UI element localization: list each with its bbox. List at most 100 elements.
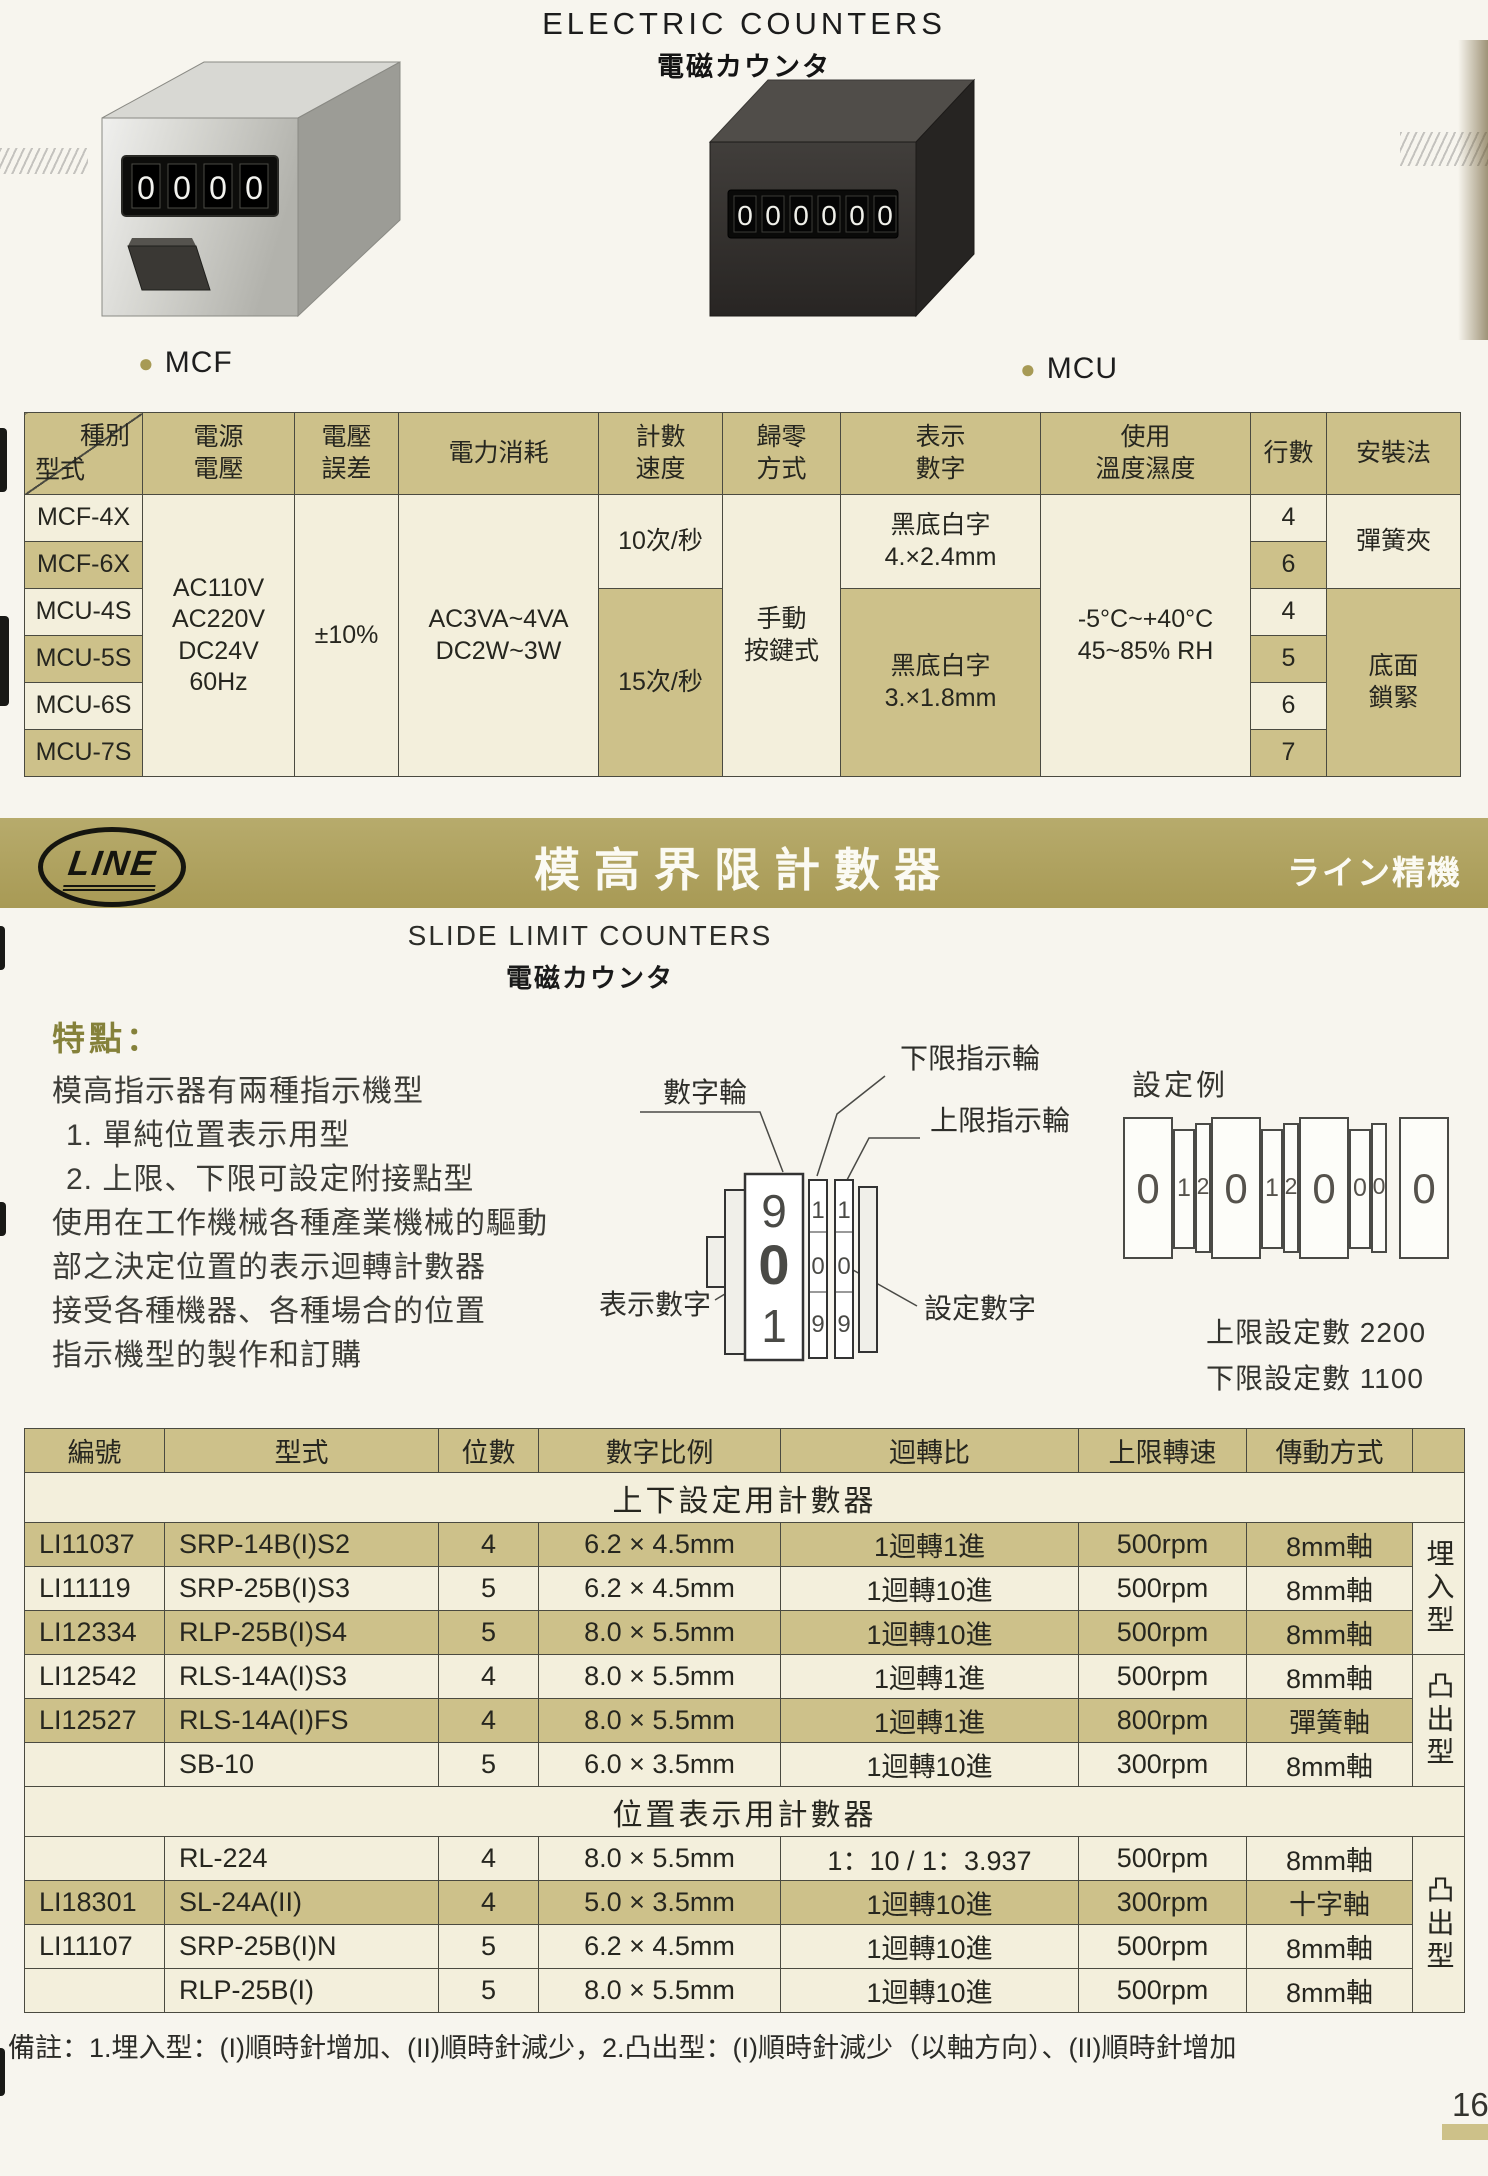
spec-header: 電力消耗 (398, 412, 599, 495)
small-wheel-digit: 0 (837, 1253, 850, 1280)
spec-model-cell: MCF-6X (24, 541, 143, 589)
product-photo-mcf: 0 0 0 0 (101, 61, 401, 318)
ctr-speed: 500rpm (1078, 1654, 1247, 1699)
ctr-speed: 500rpm (1078, 1610, 1247, 1655)
ctr-rotation: 1迴轉10進 (780, 1610, 1079, 1655)
ctr-digits: 5 (438, 1566, 539, 1611)
mcf-digit: 0 (209, 170, 227, 206)
setting-wheel-digit: 0 (1412, 1165, 1435, 1212)
ctr-ratio: 6.2 × 4.5mm (538, 1522, 781, 1567)
setting-wheel-digit: 1 (1177, 1174, 1191, 1202)
diagram-label-display-digits: 表示數字 (599, 1289, 711, 1320)
ctr-rotation: 1迴轉10進 (780, 1968, 1079, 2013)
subtitle-en: SLIDE LIMIT COUNTERS (407, 920, 773, 951)
setting-wheel-digit: 0 (1353, 1174, 1367, 1202)
ctr-ratio: 6.2 × 4.5mm (538, 1924, 781, 1969)
features-block: 特點： 模高指示器有兩種指示機型 1. 單純位置表示用型 2. 上限、下限可設定… (52, 1012, 652, 1378)
ctr-rotation: 1迴轉10進 (780, 1924, 1079, 1969)
features-heading: 特點： (52, 1020, 163, 1057)
ctr-ratio: 8.0 × 5.5mm (538, 1654, 781, 1699)
spec-speed-cell: 10次/秒 (598, 494, 723, 589)
scan-edge-mark (0, 428, 7, 492)
setting-wheels: 0 1 2 0 1 2 0 0 0 0 (1123, 1117, 1449, 1259)
ctr-rotation: 1迴轉10進 (780, 1742, 1079, 1787)
setting-wheel-digit: 0 (1136, 1165, 1159, 1212)
setting-wheel-digit: 2 (1285, 1173, 1298, 1199)
ctr-no: LI12542 (24, 1654, 165, 1699)
ctr-ratio: 5.0 × 3.5mm (538, 1880, 781, 1925)
ctr-model: SL-24A(II) (164, 1880, 439, 1925)
spec-table: 種別 型式 電源 電壓 電壓 誤差 電力消耗 計數 速度 歸零 方式 表示 數字… (24, 412, 1461, 777)
upper-limit-text: 上限設定數 2200 (1206, 1317, 1427, 1348)
ctr-header: 數字比例 (538, 1428, 781, 1473)
spec-header: 電源 電壓 (142, 412, 295, 495)
small-wheel-digit: 9 (811, 1311, 824, 1338)
ctr-model: RLP-25B(I)S4 (164, 1610, 439, 1655)
ctr-type-protruding: 凸出型 (1412, 1836, 1465, 2013)
main-wheel-digit: 0 (758, 1233, 789, 1296)
scan-edge-mark (0, 1202, 6, 1236)
corner-label-model: 型式 (35, 455, 86, 484)
corner-label-type: 種別 (79, 422, 130, 450)
spec-header: 表示 數字 (840, 412, 1041, 495)
main-wheel-digit: 9 (761, 1185, 787, 1237)
spec-digits-cell: 4 (1250, 494, 1327, 542)
section-banner: LINE 模高界限計數器 ライン精機 (0, 818, 1488, 908)
page-title-en: ELECTRIC COUNTERS (542, 6, 946, 41)
page-header: ELECTRIC COUNTERS 電磁カウンタ (0, 6, 1488, 84)
ctr-digits: 4 (438, 1522, 539, 1567)
page-footer-bar (1442, 2124, 1488, 2140)
mcu-digit: 0 (877, 200, 893, 231)
ctr-no (24, 1836, 165, 1881)
feature-line: 接受各種機器、各種場合的位置 (52, 1295, 486, 1328)
spec-digits-cell: 7 (1250, 729, 1327, 777)
ctr-type-protruding: 凸出型 (1412, 1654, 1465, 1787)
feature-line: 使用在工作機械各種產業機械的驅動 (52, 1207, 548, 1240)
ctr-model: RLS-14A(I)S3 (164, 1654, 439, 1699)
lower-limit-text: 下限設定數 1100 (1206, 1363, 1424, 1394)
setting-wheel-digit: 1 (1265, 1174, 1279, 1202)
bullet-icon: ● (138, 348, 155, 378)
ctr-header: 編號 (24, 1428, 165, 1473)
counter-table: 編號 型式 位數 數字比例 迴轉比 上限轉速 傳動方式 上下設定用計數器 LI1… (24, 1428, 1465, 2013)
ctr-no (24, 1968, 165, 2013)
scan-photo-edge (1458, 40, 1488, 340)
ctr-speed: 300rpm (1078, 1880, 1247, 1925)
small-wheel-digit: 0 (811, 1253, 824, 1280)
small-wheel-digit: 9 (837, 1311, 850, 1338)
mcu-label-text: MCU (1046, 352, 1119, 385)
ctr-drive: 彈簧軸 (1246, 1698, 1413, 1743)
spec-model-cell: MCU-6S (24, 682, 143, 730)
ctr-model: RL-224 (164, 1836, 439, 1881)
ctr-ratio: 8.0 × 5.5mm (538, 1836, 781, 1881)
upper-limit-wheel-shape (834, 1179, 854, 1359)
ctr-ratio: 6.0 × 3.5mm (538, 1742, 781, 1787)
diagram-label-upper-limit: 上限指示輪 (930, 1105, 1070, 1136)
ctr-drive: 8mm軸 (1246, 1566, 1413, 1611)
ctr-speed: 500rpm (1078, 1522, 1247, 1567)
ctr-model: SRP-14B(I)S2 (164, 1522, 439, 1567)
brand-name: ライン精機 (1287, 854, 1462, 891)
product-label-mcf: ● MCF (138, 346, 233, 380)
feature-line: 模高指示器有兩種指示機型 (52, 1075, 424, 1108)
spec-consumption-cell: AC3VA~4VA DC2W~3W (398, 494, 599, 777)
ctr-digits: 4 (438, 1836, 539, 1881)
line-logo-text: LINE (62, 843, 162, 891)
ctr-digits: 4 (438, 1880, 539, 1925)
spec-header: 使用 溫度濕度 (1040, 412, 1251, 495)
spec-model-cell: MCF-4X (24, 494, 143, 542)
mcu-digit: 0 (765, 200, 781, 231)
ctr-digits: 5 (438, 1742, 539, 1787)
ctr-header: 型式 (164, 1428, 439, 1473)
setting-wheel-digit: 0 (1312, 1165, 1335, 1212)
ctr-drive: 8mm軸 (1246, 1522, 1413, 1567)
spec-model-cell: MCU-5S (24, 635, 143, 683)
ctr-header: 位數 (438, 1428, 539, 1473)
scan-hatch (0, 148, 88, 174)
main-wheel-digit: 1 (761, 1300, 787, 1352)
mcf-digit: 0 (245, 170, 263, 206)
ctr-speed: 300rpm (1078, 1742, 1247, 1787)
ctr-header: 傳動方式 (1246, 1428, 1413, 1473)
spec-corner-cell: 種別 型式 (24, 412, 143, 495)
